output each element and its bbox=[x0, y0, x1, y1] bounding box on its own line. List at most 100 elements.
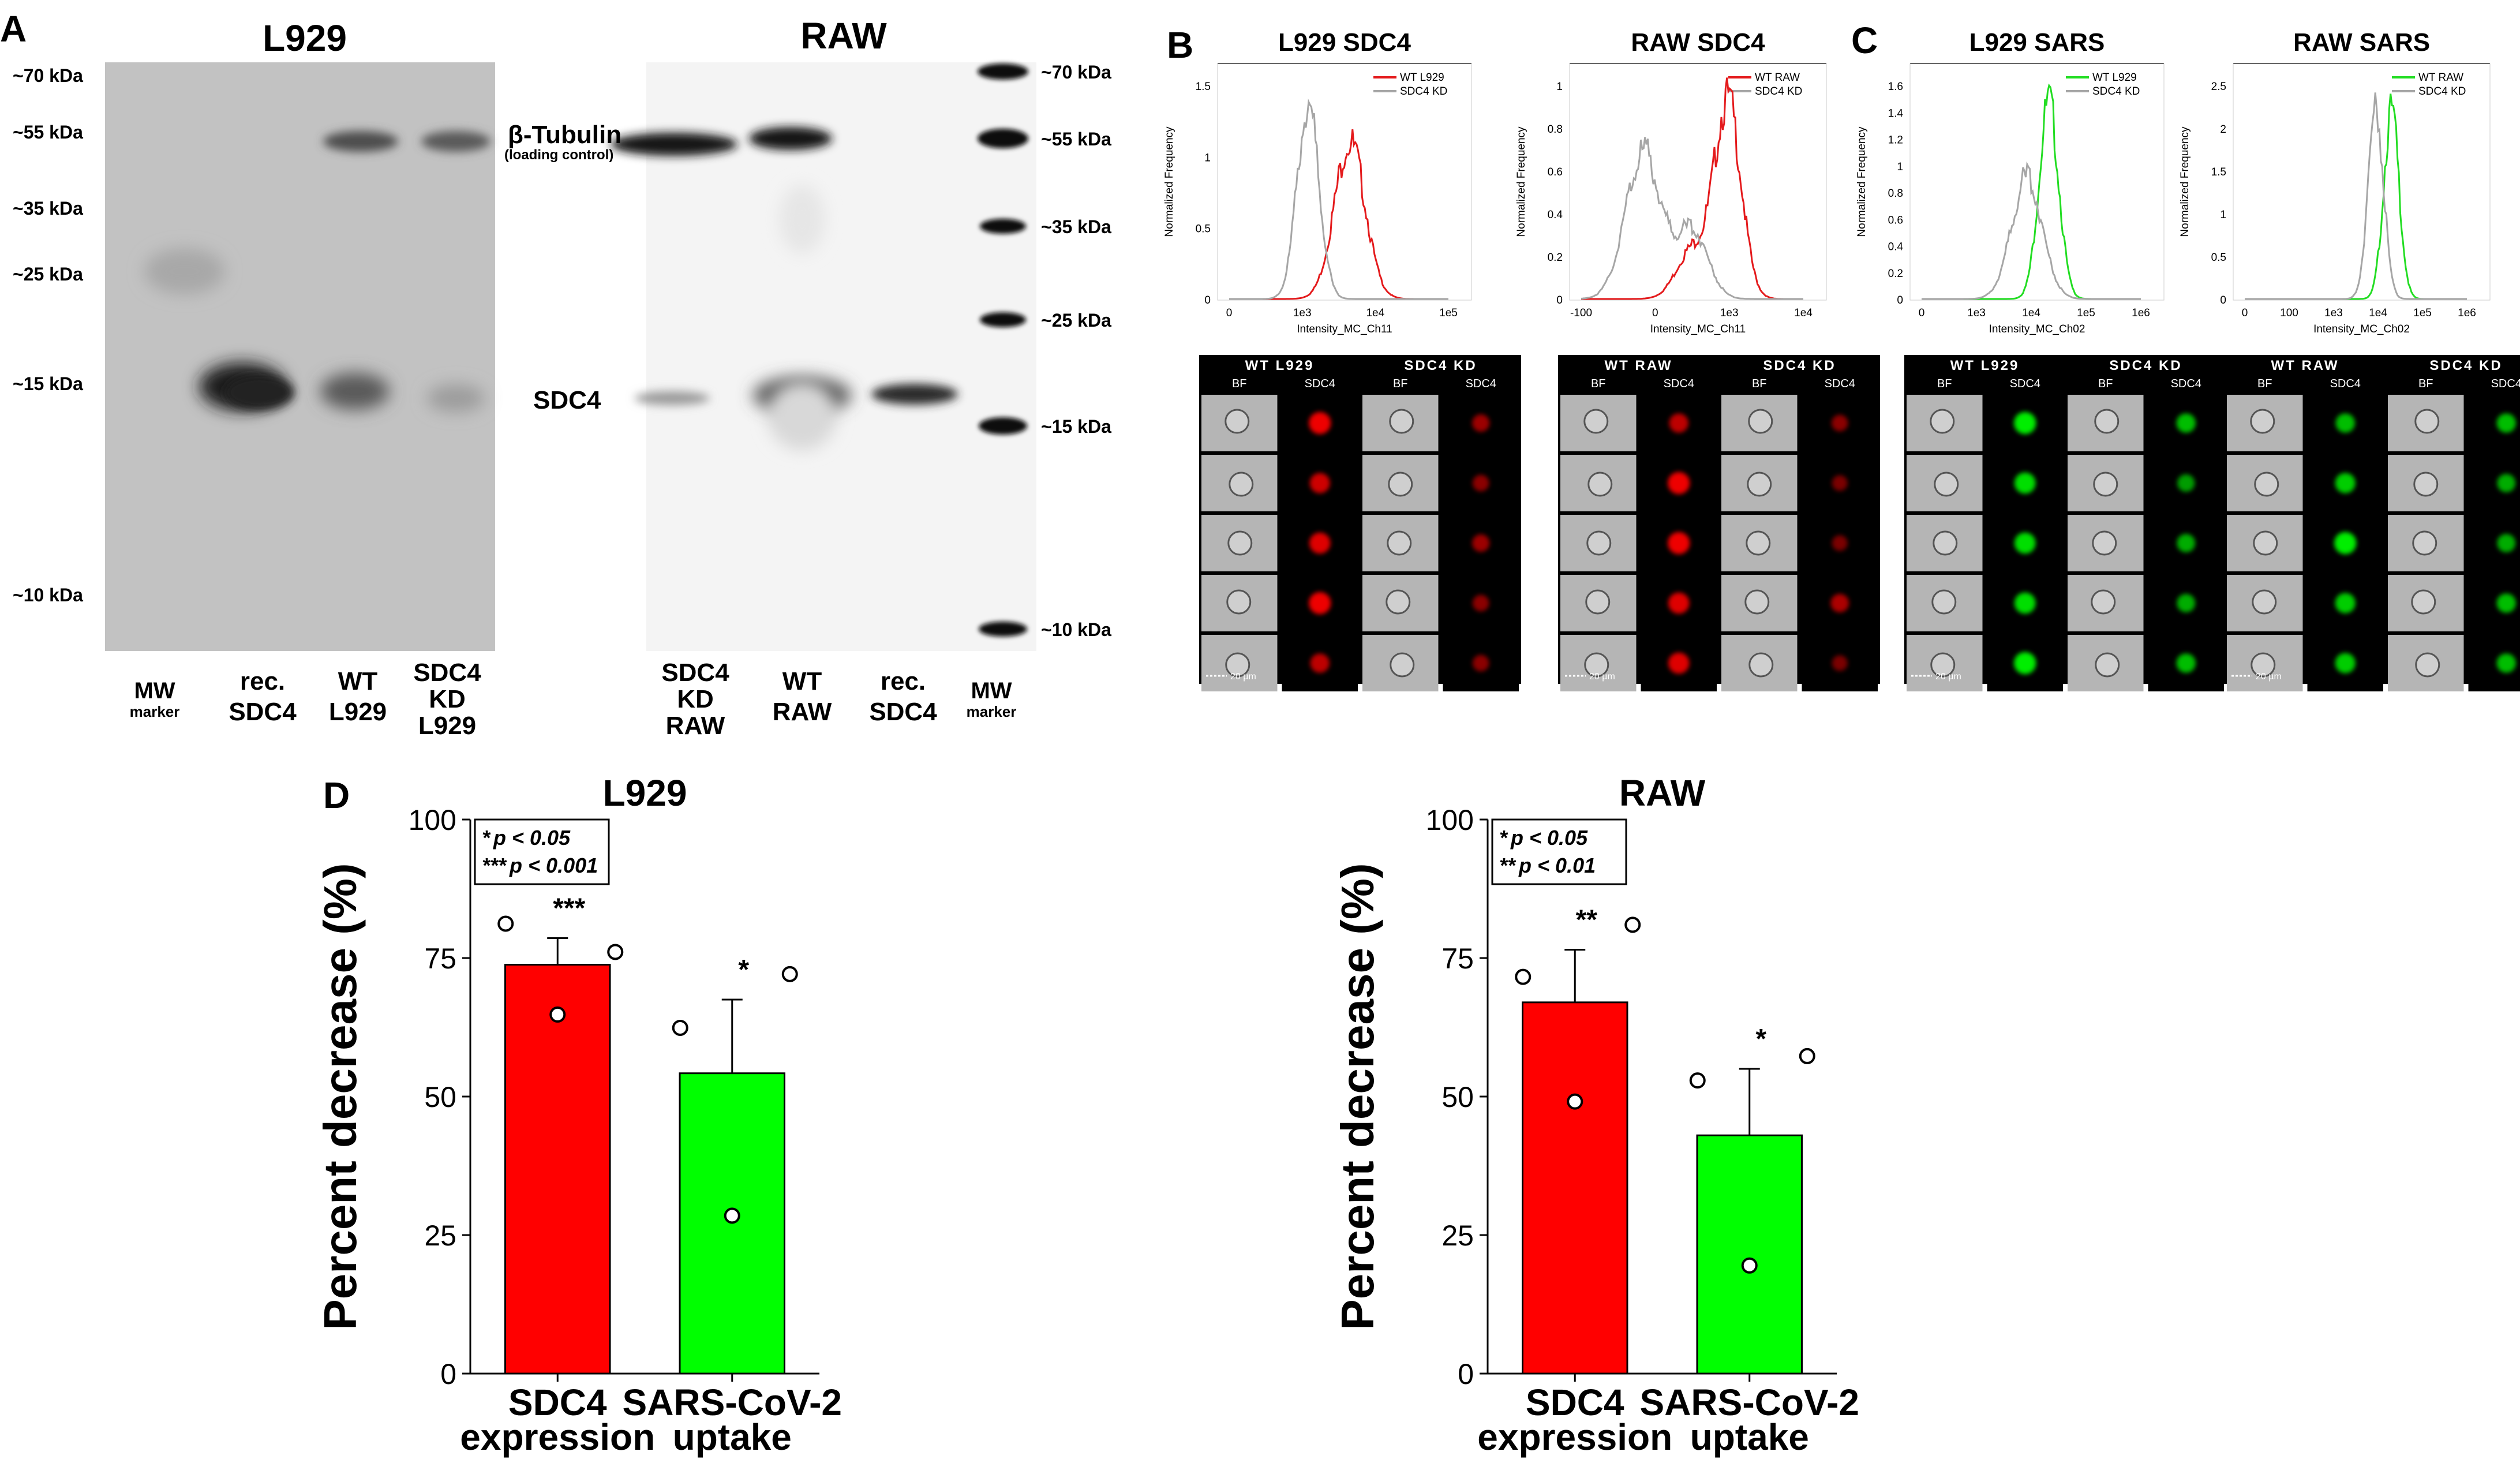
y-tick-label: 0.4 bbox=[1548, 209, 1563, 221]
y-tick-label: 2.5 bbox=[2211, 81, 2226, 93]
panel-letter-a: A bbox=[0, 8, 27, 50]
histogram-curve bbox=[1229, 98, 1448, 300]
cell-brightfield bbox=[2091, 589, 2116, 615]
mw-label: ~35 kDa bbox=[1041, 216, 1111, 237]
y-axis-label: Normalized Frequency bbox=[1515, 126, 1527, 237]
stats-stars: *** bbox=[482, 854, 507, 877]
cell-fluorescence bbox=[2335, 473, 2356, 493]
tubulin-note: (loading control) bbox=[504, 147, 613, 163]
stats-line: * p < 0.05 bbox=[482, 826, 571, 850]
cell-brightfield bbox=[1586, 530, 1612, 556]
blot-l929-mw-labels: ~70 kDa ~55 kDa ~35 kDa ~25 kDa ~15 kDa … bbox=[13, 65, 83, 605]
y-tick-label: 100 bbox=[1426, 804, 1474, 836]
y-tick-label: 0.4 bbox=[1888, 241, 1904, 253]
stats-text: p < 0.05 bbox=[1510, 826, 1588, 850]
x-tick-label: 0 bbox=[1919, 307, 1925, 319]
cell-fluorescence bbox=[1668, 532, 1690, 555]
data-point bbox=[672, 1019, 688, 1036]
y-tick-label: 100 bbox=[409, 804, 456, 836]
cell-brightfield bbox=[1587, 472, 1613, 497]
cell-brightfield bbox=[1225, 652, 1250, 678]
imaging-grid-panel_b-raw: WT RAW SDC4 KD BF SDC4 BF SDC4 20 µm bbox=[1558, 355, 1880, 691]
grid-column-label: SDC4 bbox=[1305, 377, 1335, 390]
y-axis-label: Percent decrease (%) bbox=[1332, 863, 1383, 1330]
cell-fluorescence bbox=[1832, 475, 1848, 491]
y-tick-label: 50 bbox=[1441, 1081, 1474, 1113]
cell-brightfield bbox=[1226, 589, 1252, 615]
cell-brightfield bbox=[2251, 652, 2276, 678]
grid-column-label: BF bbox=[1232, 377, 1247, 390]
scale-bar-label: 20 µm bbox=[1935, 672, 1961, 682]
cell-fluorescence bbox=[1472, 414, 1490, 432]
cell-fluorescence bbox=[1309, 532, 1331, 554]
cell-fluorescence bbox=[2177, 534, 2196, 552]
cell-brightfield bbox=[1583, 409, 1609, 434]
cell-fluorescence bbox=[1832, 535, 1848, 551]
histogram-title: RAW SDC4 bbox=[1631, 28, 1765, 57]
cell-brightfield bbox=[2253, 530, 2278, 556]
significance-stars: *** bbox=[553, 893, 585, 923]
cell-fluorescence bbox=[1668, 472, 1690, 495]
stats-stars: * bbox=[482, 826, 491, 850]
legend-label: WT L929 bbox=[1400, 72, 1444, 84]
stats-text: p < 0.05 bbox=[493, 826, 571, 850]
cell-brightfield bbox=[1748, 409, 1773, 434]
category-label: SARS-CoV-2 bbox=[623, 1382, 843, 1423]
cell-brightfield bbox=[2254, 472, 2279, 497]
ladder-band bbox=[978, 129, 1028, 148]
grid-column-label: BF bbox=[1752, 377, 1767, 390]
y-tick-label: 0.6 bbox=[1888, 214, 1903, 226]
grid-header-left: WT L929 bbox=[1245, 358, 1315, 373]
blot-raw-lane-labels: SDC4 KD RAW WT RAW rec. SDC4 MW marker bbox=[661, 659, 1016, 740]
ladder-band bbox=[979, 622, 1027, 637]
cell-fluorescence bbox=[2014, 472, 2036, 494]
grid-column-label: BF bbox=[2418, 377, 2433, 390]
category-label: expression bbox=[1477, 1416, 1672, 1458]
histogram-frame bbox=[1569, 63, 1827, 301]
grid-column-label: BF bbox=[2098, 377, 2113, 390]
cell-fluorescence bbox=[2335, 593, 2356, 613]
legend-label: SDC4 KD bbox=[1400, 85, 1447, 98]
cell-brightfield bbox=[1933, 530, 1958, 556]
cell-fluorescence bbox=[2177, 474, 2195, 492]
cell-brightfield bbox=[1930, 409, 1955, 434]
lane-label: MW bbox=[134, 678, 175, 704]
cell-brightfield bbox=[1389, 409, 1414, 434]
cell-brightfield bbox=[1930, 652, 1956, 678]
cell-fluorescence bbox=[1668, 652, 1690, 674]
scale-bar-label: 20 µm bbox=[1589, 672, 1615, 682]
legend-label: WT RAW bbox=[1755, 72, 1800, 84]
cell-brightfield bbox=[2412, 530, 2437, 556]
bar bbox=[1522, 1001, 1628, 1375]
data-point bbox=[607, 944, 624, 960]
grid-column-label: SDC4 bbox=[2330, 377, 2361, 390]
scale-bar-label: 20 µm bbox=[2256, 672, 2282, 682]
x-tick-label: 0 bbox=[1226, 307, 1233, 319]
x-tick-label: 1e5 bbox=[2413, 307, 2432, 319]
x-tick-label: 1e6 bbox=[2132, 307, 2150, 319]
lane-label: RAW bbox=[666, 712, 725, 740]
x-axis-label: Intensity_MC_Ch02 bbox=[2313, 323, 2410, 335]
cell-fluorescence bbox=[2496, 653, 2517, 673]
cell-brightfield bbox=[2413, 472, 2439, 497]
lane-label: SDC4 bbox=[869, 698, 937, 726]
histogram-curve bbox=[2245, 92, 2467, 300]
mw-label: ~70 kDa bbox=[1041, 62, 1111, 83]
x-tick-label: 1e5 bbox=[2077, 307, 2095, 319]
cell-fluorescence bbox=[1310, 653, 1330, 673]
blot-raw-membrane bbox=[646, 62, 1036, 651]
x-tick-label: 0 bbox=[1652, 307, 1658, 319]
y-tick-label: 0.2 bbox=[1888, 268, 1903, 280]
cell-brightfield bbox=[2094, 409, 2120, 434]
y-tick-label: 1.5 bbox=[2211, 166, 2226, 178]
imaging-grid-panel_b-l929: WT L929 SDC4 KD BF SDC4 BF SDC4 20 µm bbox=[1199, 355, 1521, 691]
y-tick-label: 0.8 bbox=[1548, 124, 1563, 136]
grid-column-label: SDC4 bbox=[2491, 377, 2520, 390]
y-tick-label: 25 bbox=[1441, 1219, 1474, 1252]
data-point bbox=[1624, 916, 1641, 933]
grid-header-left: WT RAW bbox=[1605, 358, 1673, 373]
cell-brightfield bbox=[1386, 589, 1411, 615]
chart-title: L929 bbox=[603, 772, 687, 814]
cell-fluorescence bbox=[1832, 655, 1848, 671]
cell-fluorescence bbox=[1472, 534, 1490, 552]
